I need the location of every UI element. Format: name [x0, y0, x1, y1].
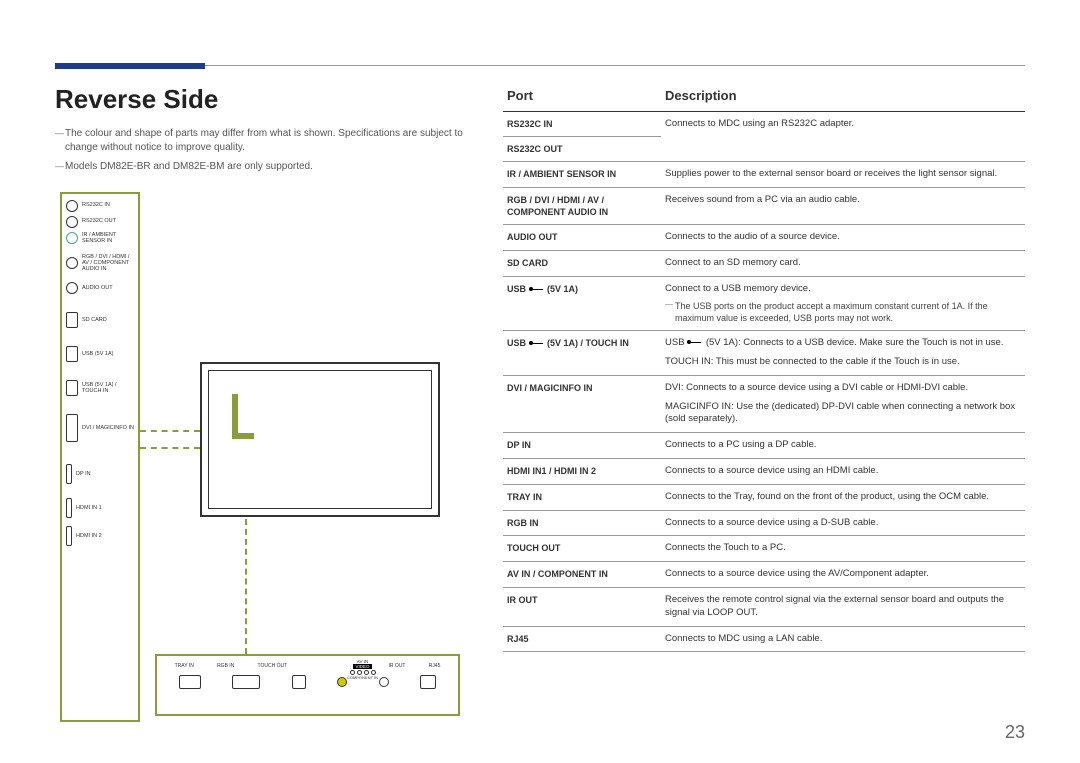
table-row: RJ45Connects to MDC using a LAN cable. — [503, 626, 1025, 652]
component-in-label: COMPONENT IN — [335, 675, 390, 680]
desc-cell: Connects to the audio of a source device… — [661, 225, 1025, 251]
port-cell: HDMI IN1 / HDMI IN 2 — [503, 458, 661, 484]
desc-cell: USB (5V 1A): Connects to a USB device. M… — [661, 331, 1025, 376]
table-row: RGB / DVI / HDMI / AV / COMPONENT AUDIO … — [503, 188, 1025, 225]
side-port-label: RS232C OUT — [82, 218, 134, 224]
desc-cell: Connect to a USB memory device.The USB p… — [661, 277, 1025, 331]
table-row: USB (5V 1A) / TOUCH INUSB (5V 1A): Conne… — [503, 331, 1025, 376]
right-column: Port Description RS232C INConnects to MD… — [503, 84, 1025, 732]
page-title: Reverse Side — [55, 84, 475, 115]
table-header-desc: Description — [661, 84, 1025, 112]
usb-icon — [529, 340, 545, 348]
port-cell: IR / AMBIENT SENSOR IN — [503, 162, 661, 188]
side-port-label: DP IN — [76, 471, 134, 477]
side-port-panel: RS232C IN RS232C OUT IR / AMBIENT SENSOR… — [60, 192, 140, 722]
table-row: AV IN / COMPONENT INConnects to a source… — [503, 562, 1025, 588]
table-row: IR / AMBIENT SENSOR INSupplies power to … — [503, 162, 1025, 188]
port-cell: USB (5V 1A) / TOUCH IN — [503, 331, 661, 376]
port-cell: RGB / DVI / HDMI / AV / COMPONENT AUDIO … — [503, 188, 661, 225]
connector-line — [140, 447, 200, 449]
bottom-port-label: RGB IN — [217, 663, 234, 669]
port-cell: SD CARD — [503, 251, 661, 277]
side-port-label: DVI / MAGICINFO IN — [82, 425, 134, 431]
side-port-label: HDMI IN 2 — [76, 533, 134, 539]
table-row: RS232C INConnects to MDC using an RS232C… — [503, 112, 1025, 137]
left-column: Reverse Side The colour and shape of par… — [55, 84, 475, 732]
port-table: Port Description RS232C INConnects to MD… — [503, 84, 1025, 652]
desc-cell: Receives sound from a PC via an audio ca… — [661, 188, 1025, 225]
note-1: The colour and shape of parts may differ… — [55, 127, 475, 154]
usb-icon — [687, 339, 703, 347]
table-header-port: Port — [503, 84, 661, 112]
desc-cell: Connects to a source device using an HDM… — [661, 458, 1025, 484]
desc-cell: Supplies power to the external sensor bo… — [661, 162, 1025, 188]
port-cell: IR OUT — [503, 588, 661, 627]
desc-cell: Connects to the Tray, found on the front… — [661, 484, 1025, 510]
desc-cell: Connects to a source device using the AV… — [661, 562, 1025, 588]
bottom-port-label: RJ45 — [429, 663, 441, 669]
side-port-label: HDMI IN 1 — [76, 505, 134, 511]
side-port-label: RGB / DVI / HDMI / AV / COMPONENT AUDIO … — [82, 254, 134, 272]
connector-line — [245, 519, 247, 654]
table-row: HDMI IN1 / HDMI IN 2Connects to a source… — [503, 458, 1025, 484]
side-port-label: USB (5V 1A) / TOUCH IN — [82, 382, 134, 394]
desc-cell: Connects the Touch to a PC. — [661, 536, 1025, 562]
table-row: SD CARDConnect to an SD memory card. — [503, 251, 1025, 277]
port-cell: AV IN / COMPONENT IN — [503, 562, 661, 588]
side-port-label: IR / AMBIENT SENSOR IN — [82, 232, 134, 244]
table-row: TRAY INConnects to the Tray, found on th… — [503, 484, 1025, 510]
port-cell: DVI / MAGICINFO IN — [503, 375, 661, 432]
desc-cell: Connect to an SD memory card. — [661, 251, 1025, 277]
table-row: TOUCH OUTConnects the Touch to a PC. — [503, 536, 1025, 562]
port-cell: RS232C IN — [503, 112, 661, 137]
page-number: 23 — [1005, 722, 1025, 743]
port-cell: RJ45 — [503, 626, 661, 652]
video-label: VIDEO — [353, 664, 371, 669]
desc-cell: Connects to MDC using a LAN cable. — [661, 626, 1025, 652]
monitor-diagram — [200, 362, 440, 517]
table-row: IR OUTReceives the remote control signal… — [503, 588, 1025, 627]
bottom-port-label: TOUCH OUT — [258, 663, 288, 669]
table-row: AUDIO OUTConnects to the audio of a sour… — [503, 225, 1025, 251]
table-row: RGB INConnects to a source device using … — [503, 510, 1025, 536]
side-port-label: USB (5V 1A) — [82, 351, 134, 357]
desc-cell: Receives the remote control signal via t… — [661, 588, 1025, 627]
port-cell: RS232C OUT — [503, 137, 661, 162]
port-cell: RGB IN — [503, 510, 661, 536]
side-port-label: SD CARD — [82, 317, 134, 323]
note-2: Models DM82E-BR and DM82E-BM are only su… — [55, 160, 475, 174]
table-row: USB (5V 1A)Connect to a USB memory devic… — [503, 277, 1025, 331]
connector-line — [140, 430, 200, 432]
desc-cell: Connects to MDC using an RS232C adapter. — [661, 112, 1025, 162]
side-port-label: RS232C IN — [82, 202, 134, 208]
port-cell: TOUCH OUT — [503, 536, 661, 562]
side-port-label: AUDIO OUT — [82, 285, 134, 291]
table-row: DVI / MAGICINFO INDVI: Connects to a sou… — [503, 375, 1025, 432]
desc-cell: DVI: Connects to a source device using a… — [661, 375, 1025, 432]
port-cell: TRAY IN — [503, 484, 661, 510]
desc-cell: Connects to a source device using a D-SU… — [661, 510, 1025, 536]
header-accent-bar — [55, 63, 205, 69]
bottom-port-label: TRAY IN — [175, 663, 194, 669]
usb-icon — [529, 286, 545, 294]
port-cell: USB (5V 1A) — [503, 277, 661, 331]
port-cell: DP IN — [503, 433, 661, 459]
desc-cell: Connects to a PC using a DP cable. — [661, 433, 1025, 459]
table-row: DP INConnects to a PC using a DP cable. — [503, 433, 1025, 459]
port-cell: AUDIO OUT — [503, 225, 661, 251]
main-content: Reverse Side The colour and shape of par… — [55, 84, 1025, 732]
bottom-port-label: IR OUT — [389, 663, 406, 669]
bottom-port-panel: AV IN VIDEO COMPONENT IN TRAY IN RGB IN … — [155, 654, 460, 716]
diagram: RS232C IN RS232C OUT IR / AMBIENT SENSOR… — [55, 192, 475, 732]
